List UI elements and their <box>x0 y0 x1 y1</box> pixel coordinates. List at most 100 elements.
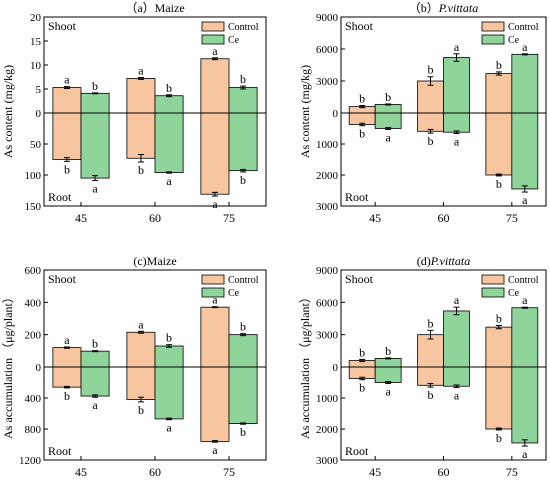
x-tick-label: 75 <box>223 465 235 479</box>
bar-shoot <box>80 92 110 114</box>
y-tick-label: 1200 <box>19 455 42 467</box>
root-label: Root <box>345 190 369 204</box>
bar-shoot <box>443 57 470 114</box>
bar-shoot <box>511 53 539 114</box>
panel-title-prefix: (d) <box>417 254 431 268</box>
legend-label: Control <box>508 22 539 33</box>
x-tick-label: 45 <box>369 465 381 479</box>
significance-letter: b <box>428 134 434 148</box>
significance-letter: a <box>212 197 218 211</box>
bar-shoot <box>154 345 184 368</box>
significance-letter: b <box>64 162 70 176</box>
significance-letter: a <box>522 40 528 54</box>
y-axis-label: As accumulation （μg/plant） <box>1 291 15 439</box>
y-tick-label: 6000 <box>316 297 339 309</box>
bar-root <box>485 112 513 176</box>
legend-swatch-0 <box>481 274 505 285</box>
y-tick-label: 3000 <box>316 201 339 213</box>
significance-letter: b <box>166 81 172 95</box>
bar-root <box>485 366 513 430</box>
panel-title-main: P.vittata <box>430 254 470 268</box>
y-tick-label: 3000 <box>316 330 339 342</box>
y-tick-label: 9000 <box>316 265 339 277</box>
bar-root <box>154 366 184 420</box>
legend-label: Control <box>508 275 539 286</box>
y-tick-label: 5 <box>36 84 42 96</box>
y-tick-label: 800 <box>25 424 42 436</box>
bar-root <box>417 112 444 132</box>
panel-title-main: Maize <box>155 1 185 15</box>
y-axis-label: As content (mg/kg) <box>298 65 312 158</box>
bar-root <box>80 366 110 397</box>
panel-title-prefix: （b） <box>409 1 439 15</box>
bar-root <box>200 112 230 195</box>
chart-panel-a: （a）Maize 5 10 15 20 0 50 100 150 As content (mg/k… <box>1 1 267 225</box>
y-tick-label: 10 <box>30 60 42 72</box>
y-tick-label: 15 <box>30 36 42 48</box>
bar-shoot <box>200 58 230 114</box>
y-tick-label: 0 <box>333 108 339 120</box>
bar-shoot <box>485 326 513 368</box>
root-label: Root <box>345 444 369 458</box>
panel-title: (c)Maize <box>133 254 176 268</box>
x-tick-label: 45 <box>75 465 87 479</box>
y-tick-label: 100 <box>25 170 42 182</box>
panel-title: (d)P.vittata <box>417 254 470 268</box>
shoot-label: Shoot <box>345 19 374 33</box>
significance-letter: b <box>496 177 502 191</box>
legend-swatch-1 <box>201 287 225 298</box>
significance-letter: b <box>240 173 246 187</box>
legend-swatch-1 <box>201 34 225 45</box>
y-tick-label: 150 <box>25 201 42 213</box>
significance-letter: a <box>92 398 98 412</box>
y-tick-label: 2000 <box>316 424 339 436</box>
bar-root <box>417 366 444 386</box>
bar-shoot <box>374 104 402 114</box>
significance-letter: b <box>138 403 144 417</box>
x-tick-label: 60 <box>438 211 450 225</box>
legend-label: Control <box>228 275 259 286</box>
legend-swatch-0 <box>201 21 225 32</box>
panel-title: （a）Maize <box>125 1 184 15</box>
bar-shoot <box>228 87 258 114</box>
bar-root <box>200 366 230 442</box>
significance-letter: a <box>138 317 144 331</box>
bar-root <box>52 366 82 388</box>
legend-label: Ce <box>508 288 520 299</box>
y-tick-label: 20 <box>30 12 42 24</box>
bar-shoot <box>511 307 539 368</box>
bar-root <box>126 112 156 159</box>
bar-root <box>228 112 258 172</box>
shoot-label: Shoot <box>48 272 77 286</box>
x-tick-label: 75 <box>506 211 518 225</box>
x-tick-label: 45 <box>369 211 381 225</box>
chart-panel-d: (d)P.vittata 3000 6000 9000 0 1000 2000 3000 As … <box>298 254 547 479</box>
y-tick-label: 400 <box>25 297 42 309</box>
y-tick-label: 1000 <box>316 139 339 151</box>
bar-shoot <box>200 306 230 368</box>
significance-letter: a <box>92 182 98 196</box>
significance-letter: a <box>385 130 391 144</box>
y-tick-label: 3000 <box>316 455 339 467</box>
significance-letter: b <box>92 337 98 351</box>
root-label: Root <box>48 444 72 458</box>
legend-swatch-1 <box>481 287 505 298</box>
significance-letter: b <box>359 381 365 395</box>
significance-letter: b <box>240 425 246 439</box>
significance-letter: a <box>454 293 460 307</box>
significance-letter: b <box>359 92 365 106</box>
bar-root <box>511 112 539 190</box>
y-tick-label: 0 <box>36 108 42 120</box>
significance-letter: a <box>212 44 218 58</box>
significance-letter: a <box>138 63 144 77</box>
bar-root <box>374 366 402 383</box>
significance-letter: b <box>359 345 365 359</box>
significance-letter: a <box>522 447 528 461</box>
bar-shoot <box>443 310 470 368</box>
significance-letter: b <box>240 320 246 334</box>
significance-letter: b <box>166 331 172 345</box>
y-tick-label: 9000 <box>316 12 339 24</box>
legend-label: Ce <box>508 35 520 46</box>
significance-letter: a <box>454 40 460 54</box>
